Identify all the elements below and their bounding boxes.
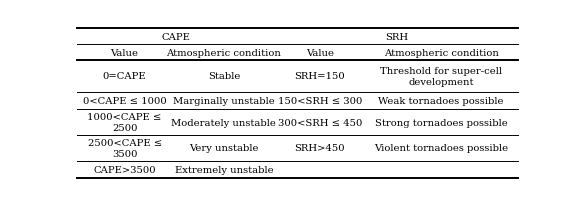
Text: 1000<CAPE ≤
2500: 1000<CAPE ≤ 2500 bbox=[87, 113, 162, 132]
Text: Value: Value bbox=[110, 48, 138, 57]
Text: Weak tornadoes possible: Weak tornadoes possible bbox=[378, 96, 504, 105]
Text: Threshold for super-cell
development: Threshold for super-cell development bbox=[380, 67, 502, 86]
Text: CAPE>3500: CAPE>3500 bbox=[94, 165, 156, 174]
Text: SRH=150: SRH=150 bbox=[295, 72, 345, 81]
Text: Atmospheric condition: Atmospheric condition bbox=[383, 48, 498, 57]
Text: 0<CAPE ≤ 1000: 0<CAPE ≤ 1000 bbox=[83, 96, 166, 105]
Text: 150<SRH ≤ 300: 150<SRH ≤ 300 bbox=[278, 96, 362, 105]
Text: 2500<CAPE ≤
3500: 2500<CAPE ≤ 3500 bbox=[88, 138, 162, 158]
Text: SRH>450: SRH>450 bbox=[295, 144, 345, 153]
Text: Value: Value bbox=[306, 48, 334, 57]
Text: Violent tornadoes possible: Violent tornadoes possible bbox=[374, 144, 508, 153]
Text: Moderately unstable: Moderately unstable bbox=[171, 118, 277, 127]
Text: Atmospheric condition: Atmospheric condition bbox=[166, 48, 281, 57]
Text: Very unstable: Very unstable bbox=[189, 144, 259, 153]
Text: CAPE: CAPE bbox=[162, 33, 191, 42]
Text: SRH: SRH bbox=[385, 33, 408, 42]
Text: Marginally unstable: Marginally unstable bbox=[173, 96, 275, 105]
Text: 300<SRH ≤ 450: 300<SRH ≤ 450 bbox=[278, 118, 362, 127]
Text: Strong tornadoes possible: Strong tornadoes possible bbox=[375, 118, 508, 127]
Text: Stable: Stable bbox=[207, 72, 240, 81]
Text: 0=CAPE: 0=CAPE bbox=[103, 72, 146, 81]
Text: Extremely unstable: Extremely unstable bbox=[174, 165, 273, 174]
